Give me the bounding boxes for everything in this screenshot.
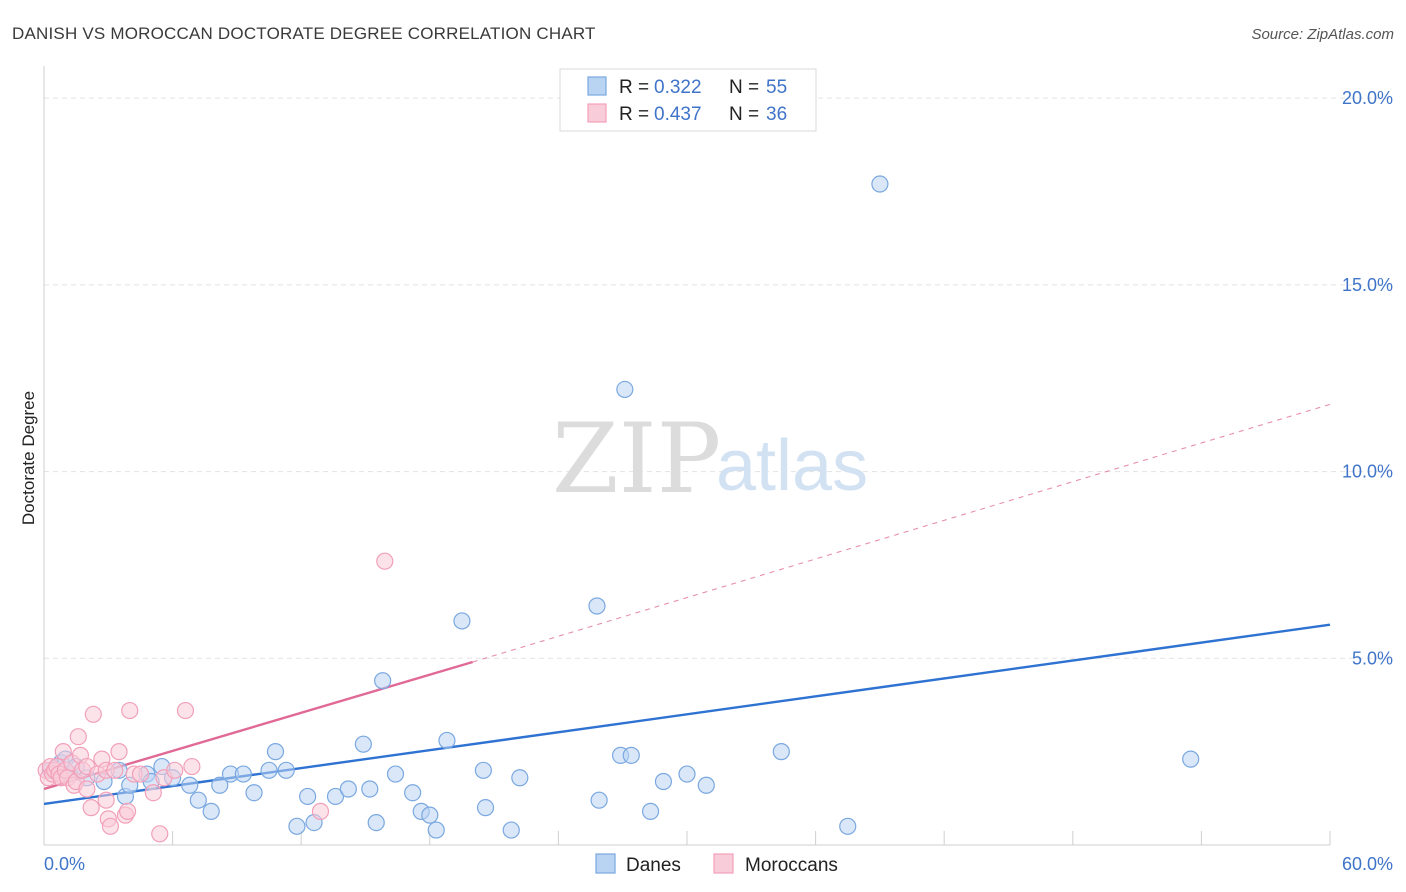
legend-r-label-1: R = xyxy=(619,77,649,98)
bottom-legend-swatch-danes xyxy=(595,853,616,874)
point-moroccans-28 xyxy=(110,743,128,761)
point-danes-18 xyxy=(211,776,229,794)
legend-n-value-2: 36 xyxy=(766,104,787,125)
legend-swatch-moroccans xyxy=(587,103,607,123)
watermark-zip: ZIP xyxy=(552,403,721,515)
bottom-legend-swatch-moroccans xyxy=(713,853,734,874)
point-moroccans-14 xyxy=(69,728,87,746)
chart-source: Source: ZipAtlas.com xyxy=(1251,26,1394,43)
point-danes-39 xyxy=(438,731,456,750)
point-danes-25 xyxy=(288,817,306,835)
x-tick-label-0: 0.0% xyxy=(44,854,85,874)
y-axis-label: Doctorate Degree xyxy=(19,391,38,525)
point-danes-35 xyxy=(404,784,422,802)
point-danes-20 xyxy=(234,765,252,783)
point-danes-48 xyxy=(616,380,634,399)
point-moroccans-20 xyxy=(84,705,102,723)
legend-n-label-2: N = xyxy=(729,104,759,125)
point-danes-54 xyxy=(772,743,790,761)
point-danes-53 xyxy=(697,776,715,794)
point-danes-30 xyxy=(354,735,372,753)
point-danes-29 xyxy=(339,780,357,798)
y-tick-label-2: 15.0% xyxy=(1342,275,1393,295)
legend-r-value-1: 0.322 xyxy=(654,77,702,98)
point-moroccans-31 xyxy=(121,701,139,720)
point-moroccans-34 xyxy=(144,784,162,802)
point-moroccans-33 xyxy=(131,765,150,783)
point-danes-28 xyxy=(326,787,345,806)
grid xyxy=(44,97,1390,659)
watermark-atlas: atlas xyxy=(716,426,868,506)
point-danes-34 xyxy=(386,765,405,783)
point-moroccans-24 xyxy=(97,791,115,809)
point-danes-23 xyxy=(266,743,285,761)
data-points xyxy=(37,175,1200,843)
point-moroccans-36 xyxy=(166,761,184,779)
point-danes-37 xyxy=(421,806,439,824)
legend-n-value-1: 55 xyxy=(766,77,787,98)
bottom-legend-danes: Danes xyxy=(626,855,681,876)
legend-r-label-2: R = xyxy=(619,104,649,125)
point-danes-56 xyxy=(871,175,889,193)
x-tick-label-1: 60.0% xyxy=(1342,854,1393,874)
point-danes-45 xyxy=(588,597,606,615)
bottom-legend: Danes Moroccans xyxy=(595,853,838,876)
trend-line-danes xyxy=(43,623,1331,806)
point-moroccans-18 xyxy=(78,780,96,798)
watermark: ZIP atlas xyxy=(552,403,868,515)
chart-title: DANISH VS MOROCCAN DOCTORATE DEGREE CORR… xyxy=(12,24,596,43)
point-danes-46 xyxy=(590,791,608,809)
point-danes-16 xyxy=(189,791,207,809)
legend-r-value-2: 0.437 xyxy=(654,104,702,125)
legend-n-label-1: N = xyxy=(729,77,759,98)
point-danes-33 xyxy=(374,672,392,690)
point-moroccans-40 xyxy=(311,802,330,820)
point-danes-43 xyxy=(502,821,520,839)
point-danes-24 xyxy=(277,761,295,779)
point-danes-21 xyxy=(245,784,263,802)
tick-labels: 5.0% 10.0% 15.0% 20.0% 0.0% 60.0% xyxy=(44,88,1393,874)
point-moroccans-41 xyxy=(376,552,394,570)
point-danes-31 xyxy=(361,780,379,798)
point-danes-22 xyxy=(260,761,278,779)
point-danes-41 xyxy=(474,761,492,779)
point-danes-44 xyxy=(511,769,529,787)
point-danes-49 xyxy=(622,746,640,764)
point-moroccans-27 xyxy=(106,761,124,779)
point-danes-42 xyxy=(476,799,495,817)
point-danes-38 xyxy=(427,821,445,839)
y-tick-label-1: 10.0% xyxy=(1342,462,1393,482)
point-danes-40 xyxy=(453,612,471,630)
point-moroccans-30 xyxy=(118,802,137,820)
point-danes-51 xyxy=(654,772,673,791)
bottom-legend-moroccans: Moroccans xyxy=(745,855,838,876)
point-danes-55 xyxy=(839,817,857,835)
point-danes-15 xyxy=(181,776,199,794)
legend-swatch-danes xyxy=(587,76,607,96)
point-moroccans-19 xyxy=(82,799,100,817)
point-danes-32 xyxy=(367,813,385,832)
legend: R = 0.322 N = 55 R = 0.437 N = 36 xyxy=(559,68,817,132)
y-tick-label-3: 20.0% xyxy=(1342,88,1393,108)
point-danes-26 xyxy=(299,787,317,806)
y-tick-label-0: 5.0% xyxy=(1352,648,1393,668)
point-moroccans-26 xyxy=(101,817,120,835)
point-danes-52 xyxy=(678,765,696,783)
point-moroccans-37 xyxy=(183,757,201,776)
point-danes-17 xyxy=(202,802,220,820)
point-moroccans-39 xyxy=(176,701,195,720)
point-moroccans-38 xyxy=(151,825,169,843)
point-danes-50 xyxy=(641,802,660,820)
point-danes-57 xyxy=(1182,750,1200,768)
